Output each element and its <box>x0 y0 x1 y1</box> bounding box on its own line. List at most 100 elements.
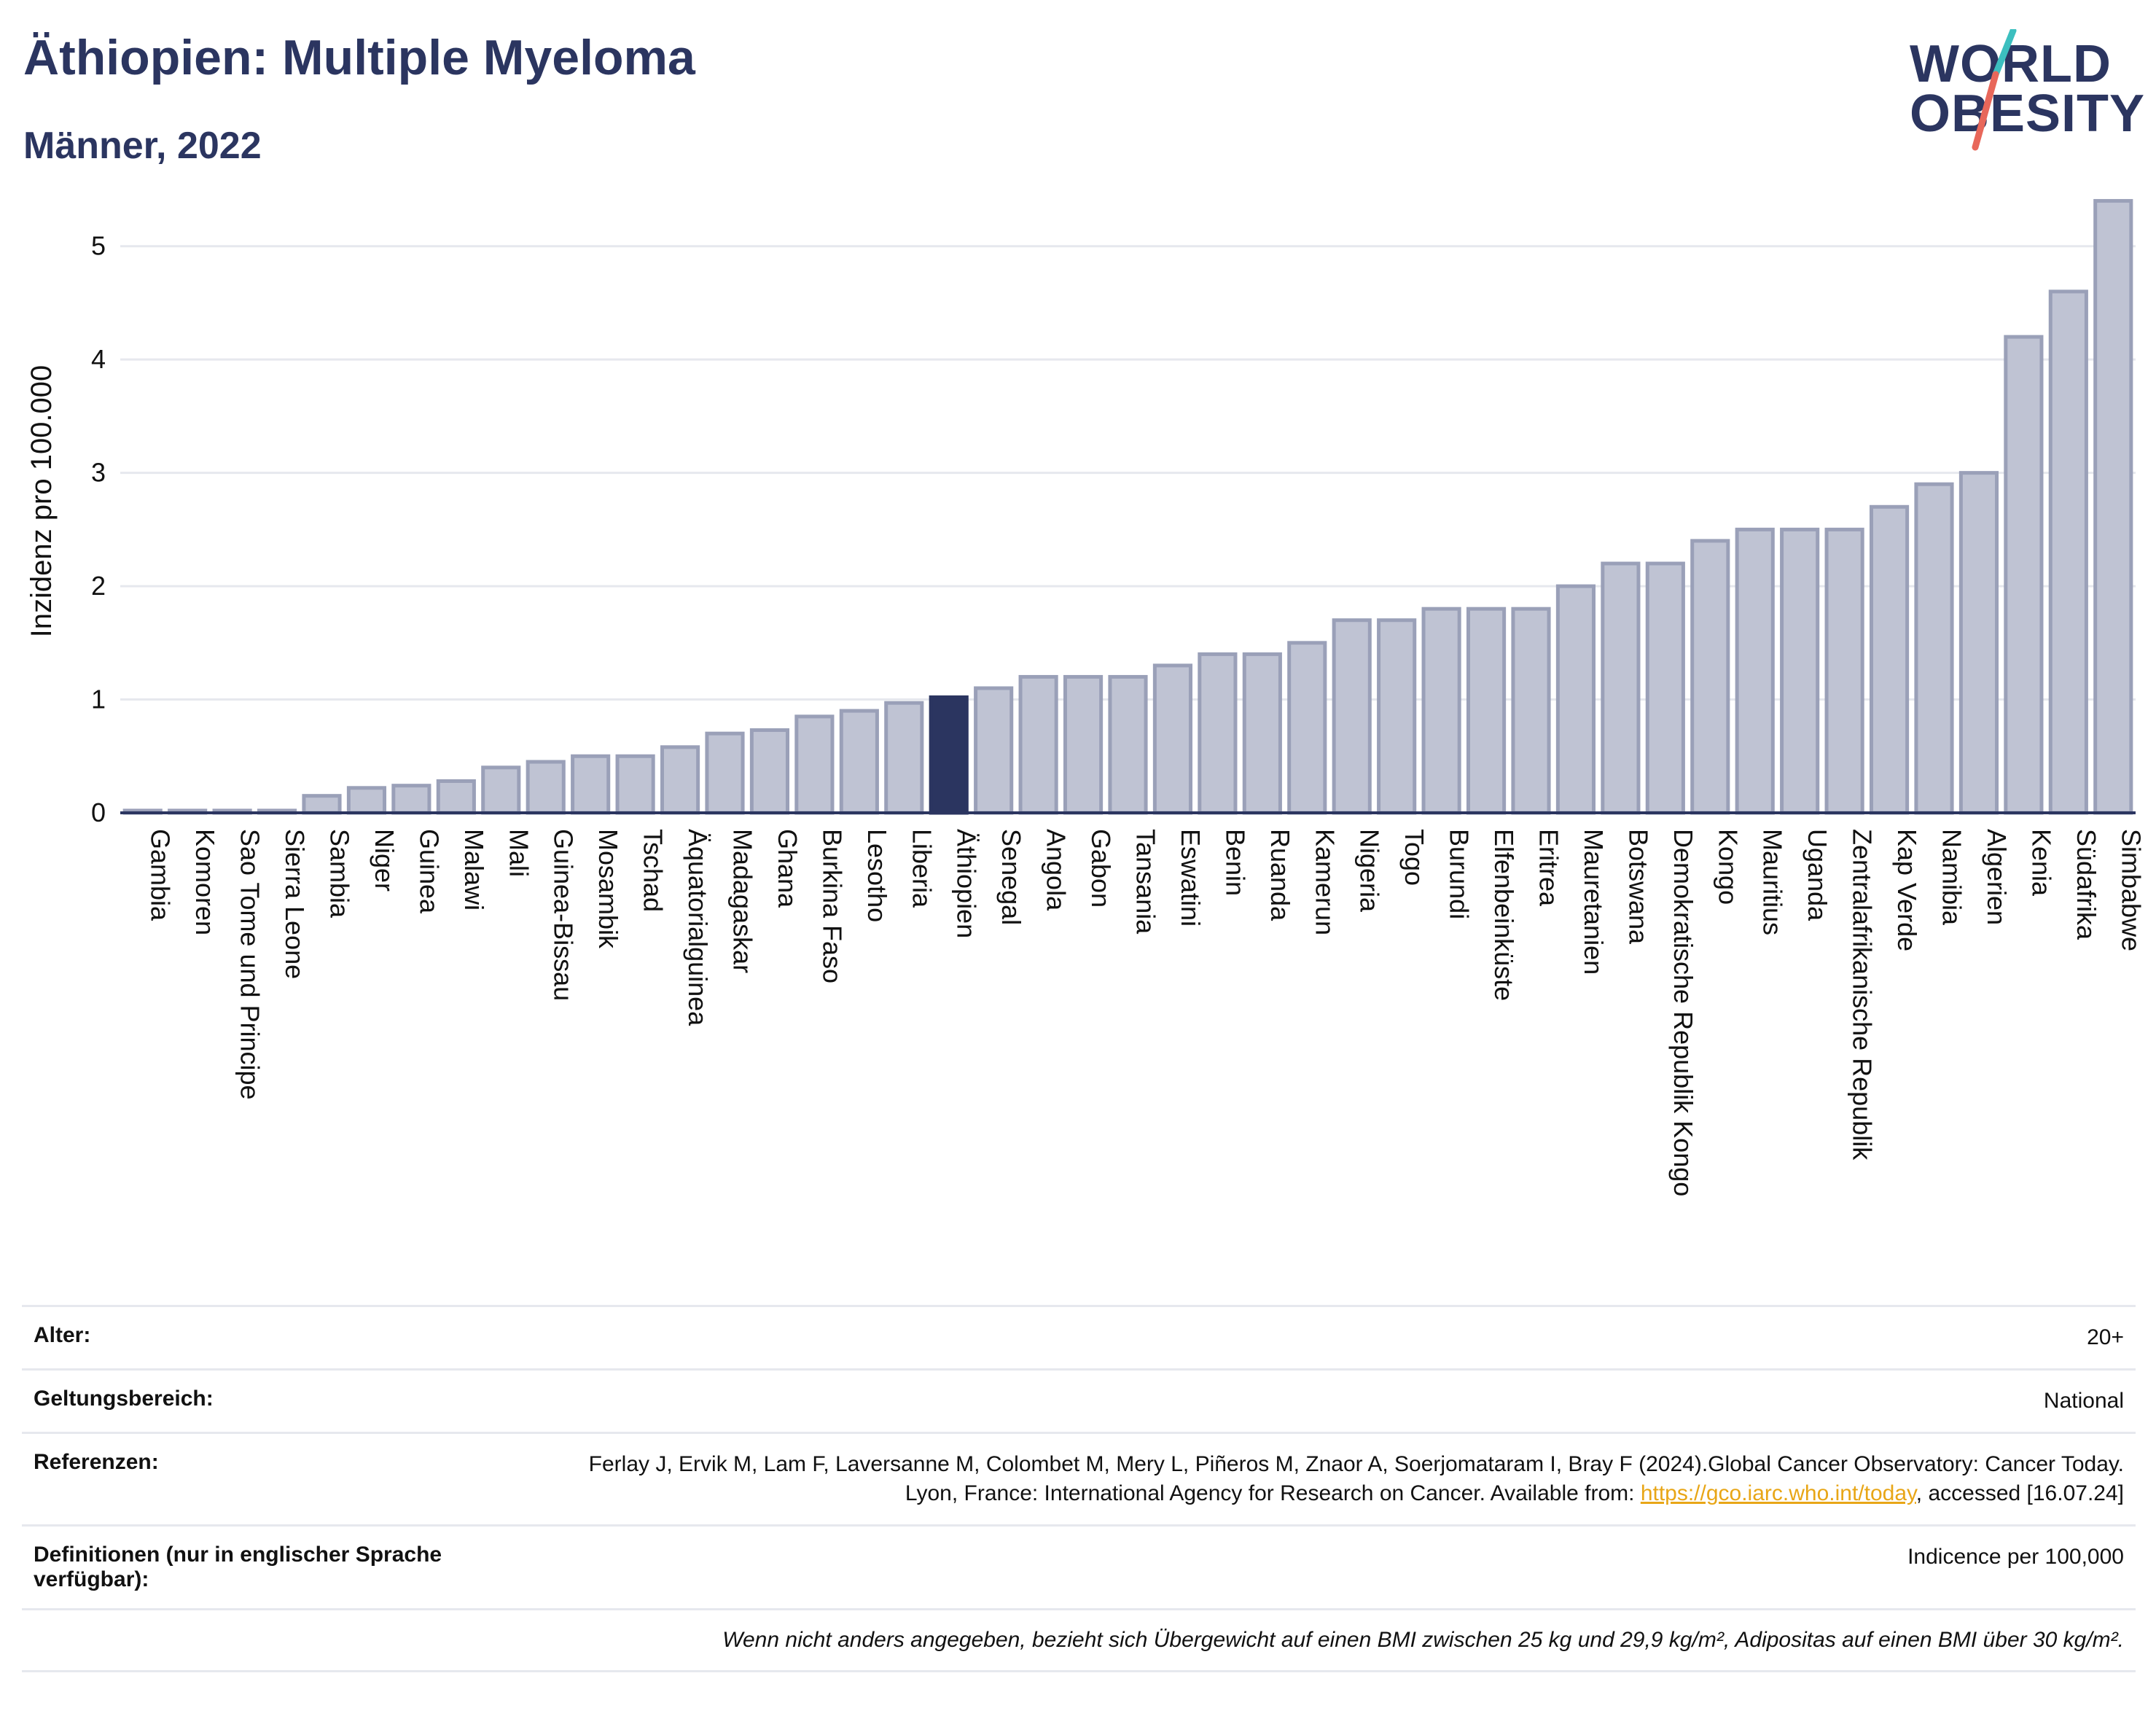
footnote: Wenn nicht anders angegeben, bezieht sic… <box>22 1608 2136 1672</box>
x-tick-label: Simbabwe <box>2116 829 2146 951</box>
age-label: Alter: <box>34 1323 91 1347</box>
page-subtitle: Männer, 2022 <box>23 125 262 167</box>
bar <box>660 745 700 815</box>
bar <box>391 784 431 815</box>
references-link[interactable]: https://gco.iarc.who.int/today <box>1640 1481 1916 1505</box>
bar <box>705 731 745 815</box>
scope-label: Geltungsbereich: <box>34 1387 214 1411</box>
bar-chart: 0 1 2 3 4 5 Inzidenz pro 100.000 Gambia Komoren S… <box>26 199 2146 1196</box>
x-tick-label: Nigeria <box>1355 829 1385 913</box>
x-tick-label: Mosambik <box>593 829 623 949</box>
bar <box>1914 482 1954 815</box>
bar <box>1511 607 1551 815</box>
references-accessed: , accessed [16.07.24] <box>1915 1481 2124 1505</box>
age-value: 20+ <box>2087 1325 2124 1349</box>
y-tick-label: 1 <box>91 685 106 714</box>
x-tick-label: Togo <box>1399 829 1429 886</box>
x-tick-label: Uganda <box>1802 829 1832 921</box>
x-tick-label: Senegal <box>996 829 1026 925</box>
y-tick-label: 3 <box>91 458 106 488</box>
x-tick-label: Komoren <box>190 829 220 935</box>
x-tick-label: Angola <box>1042 829 1071 911</box>
x-tick-label: Guinea <box>414 829 444 914</box>
bar <box>1063 674 1104 815</box>
x-tick-label: Demokratische Republik Kongo <box>1668 829 1698 1196</box>
x-tick-label: Kenia <box>2026 829 2056 897</box>
x-tick-label: Algerien <box>1982 829 2012 925</box>
x-tick-label: Äthiopien <box>952 829 982 938</box>
bar <box>526 760 566 815</box>
bar <box>1152 663 1193 815</box>
x-tick-label: Mauretanien <box>1579 829 1609 975</box>
bar <box>615 754 655 815</box>
bar <box>1198 652 1238 815</box>
x-tick-label: Guinea-Bissau <box>549 829 579 1001</box>
y-axis-label: Inzidenz pro 100.000 <box>26 365 58 638</box>
x-tick-label: Burkina Faso <box>817 829 847 983</box>
bar <box>1869 504 1910 815</box>
x-tick-label: Botswana <box>1623 829 1653 945</box>
y-tick-label: 4 <box>91 344 106 374</box>
x-tick-label: Kap Verde <box>1892 829 1922 951</box>
bar <box>1555 584 1596 815</box>
bar <box>1780 527 1820 815</box>
scope-value: National <box>2043 1389 2124 1413</box>
bar <box>1601 561 1641 815</box>
metadata-table: Alter: 20+ Geltungsbereich: National Ref… <box>22 1305 2136 1672</box>
x-tick-label: Sierra Leone <box>280 829 310 979</box>
x-tick-label: Lesotho <box>862 829 892 922</box>
bar <box>2093 199 2133 815</box>
x-tick-label: Eritrea <box>1534 829 1564 907</box>
x-tick-label: Südafrika <box>2071 829 2101 940</box>
meta-row-scope: Geltungsbereich: National <box>22 1368 2136 1432</box>
bar <box>749 728 790 815</box>
bar <box>1332 618 1372 815</box>
y-tick-label: 0 <box>91 798 106 827</box>
references-text: Ferlay J, Ervik M, Lam F, Laversanne M, … <box>588 1452 2124 1505</box>
x-tick-label: Liberia <box>907 829 937 908</box>
world-obesity-logo: WORLD OBESITY <box>1895 29 2146 153</box>
bar <box>1958 471 1999 815</box>
x-tick-label: Ghana <box>773 829 802 908</box>
bar <box>2004 335 2044 815</box>
bar <box>1421 607 1461 815</box>
bar <box>481 765 521 815</box>
x-tick-label: Äquatorialguinea <box>683 829 713 1026</box>
logo-line-2: OBESITY <box>1910 85 2146 143</box>
x-tick-label: Gambia <box>146 829 176 921</box>
x-tick-label: Madagaskar <box>728 829 758 973</box>
x-tick-label: Kongo <box>1713 829 1743 905</box>
bar <box>929 695 969 815</box>
x-tick-label: Eswatini <box>1176 829 1206 927</box>
bar <box>302 794 342 815</box>
x-tick-label: Niger <box>370 829 399 892</box>
x-tick-label: Gabon <box>1086 829 1116 908</box>
bar <box>1018 674 1058 815</box>
bar <box>1735 527 1775 815</box>
bar <box>2048 289 2088 815</box>
bar <box>1824 527 1864 815</box>
x-tick-label: Burundi <box>1445 829 1475 919</box>
bar <box>974 686 1014 815</box>
meta-row-definitions: Definitionen (nur in englischer Sprache … <box>22 1524 2136 1608</box>
x-tick-label: Mauritius <box>1758 829 1788 935</box>
logo-slash-icon <box>1972 29 2017 151</box>
bar <box>1690 539 1730 815</box>
definitions-label: Definitionen (nur in englischer Sprache … <box>34 1543 442 1591</box>
page-title: Äthiopien: Multiple Myeloma <box>23 30 695 85</box>
bar <box>794 714 835 815</box>
x-tick-label: Sambia <box>325 829 355 919</box>
x-tick-label: Mali <box>504 829 534 877</box>
y-tick-label: 2 <box>91 571 106 601</box>
x-tick-label: Elfenbeinküste <box>1489 829 1519 1001</box>
bar <box>839 709 879 815</box>
meta-row-references: Referenzen: Ferlay J, Ervik M, Lam F, La… <box>22 1432 2136 1524</box>
bar <box>1645 561 1685 815</box>
bar <box>884 701 924 815</box>
bar <box>436 779 476 815</box>
x-tick-label: Namibia <box>1937 829 1967 926</box>
meta-row-age: Alter: 20+ <box>22 1305 2136 1368</box>
references-label: Referenzen: <box>34 1450 159 1474</box>
x-tick-label: Kamerun <box>1310 829 1340 935</box>
bar <box>346 786 387 815</box>
